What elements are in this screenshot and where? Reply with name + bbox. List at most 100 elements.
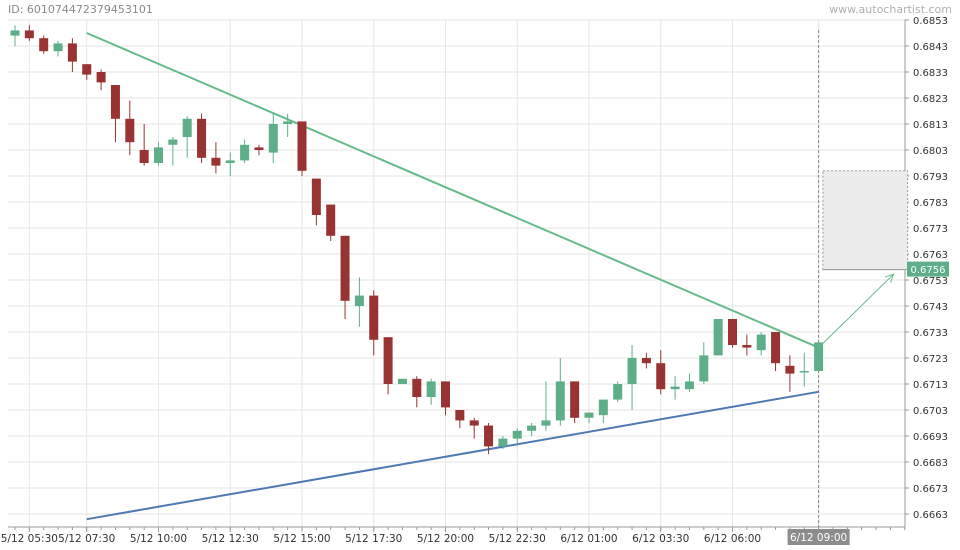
candle-body <box>756 334 766 351</box>
x-tick-label: 6/12 01:00 <box>560 533 617 545</box>
candle-body <box>240 144 250 161</box>
candle-body <box>584 412 594 418</box>
candle <box>627 345 637 410</box>
candle-body <box>283 121 293 124</box>
candle <box>326 204 336 241</box>
candle-body <box>785 365 795 374</box>
candle <box>340 235 350 319</box>
candle-body <box>211 157 221 166</box>
candle <box>742 334 752 356</box>
x-tick-label: 5/12 15:00 <box>273 533 330 545</box>
candle <box>728 319 737 348</box>
candle <box>211 142 221 174</box>
candle-body <box>484 425 494 447</box>
projection-arrow-head <box>884 273 895 283</box>
y-tick-label: 0.6743 <box>913 302 948 313</box>
candle-body <box>426 381 436 397</box>
candle <box>441 381 450 416</box>
y-tick-label: 0.6843 <box>913 42 948 53</box>
y-tick-label: 0.6793 <box>913 172 948 183</box>
axes: 0.6853 0.6843 0.6833 0.6823 0.6813 0.6803 0.67… <box>1 16 948 545</box>
x-tick-highlight-bg <box>787 529 850 545</box>
candle <box>570 381 580 423</box>
candle-body <box>254 147 264 150</box>
candle-body <box>197 118 207 158</box>
candle-body <box>154 147 163 163</box>
y-tick-label: 0.6833 <box>913 68 948 79</box>
candle <box>240 139 250 163</box>
projection-overlay: 0.6756 <box>818 170 949 348</box>
x-tick-label: 5/12 07:30 <box>58 533 115 545</box>
y-tick-label: 0.6723 <box>913 354 948 365</box>
candle-body <box>340 235 350 301</box>
candle <box>484 423 494 455</box>
candle-body <box>742 345 752 348</box>
candle <box>498 436 508 449</box>
candle <box>53 40 63 57</box>
x-tick-label: 5/12 17:30 <box>345 533 402 545</box>
y-tick-label: 0.6713 <box>913 380 948 391</box>
x-tick-label: 6/12 06:00 <box>704 533 761 545</box>
candle-body <box>598 399 608 416</box>
candle-body <box>498 438 508 447</box>
candle-body <box>570 381 580 418</box>
candle <box>10 25 20 46</box>
candle <box>455 410 465 429</box>
candle-body <box>168 139 178 145</box>
candle-body <box>96 72 106 83</box>
candle-body <box>814 342 824 371</box>
candle <box>197 113 207 163</box>
candle-body <box>82 64 92 75</box>
candle <box>96 69 106 91</box>
y-tick-label: 0.6783 <box>913 198 948 209</box>
candle-body <box>354 295 364 306</box>
candle-body <box>268 124 278 153</box>
y-tick-label: 0.6703 <box>913 406 948 417</box>
candle-body <box>383 337 393 384</box>
candle <box>283 113 293 137</box>
candle <box>613 381 623 403</box>
y-tick-label: 0.6753 <box>913 276 948 287</box>
candle <box>225 152 235 176</box>
candle <box>426 378 436 405</box>
candle-body <box>125 118 135 143</box>
candle-body <box>728 319 737 345</box>
candle <box>598 399 608 423</box>
x-tick-label: 5/12 05:30 <box>1 533 58 545</box>
candle <box>512 428 522 447</box>
candle <box>67 38 77 72</box>
y-tick-label: 0.6803 <box>913 146 948 157</box>
candle-body <box>799 371 809 373</box>
y-tick-label: 0.6763 <box>913 250 948 261</box>
y-tick-label: 0.6663 <box>913 510 948 521</box>
candle <box>110 85 120 143</box>
candle-body <box>656 363 666 390</box>
candle <box>311 178 321 226</box>
candle <box>354 277 364 327</box>
candle-body <box>670 386 680 390</box>
candle-body <box>225 160 235 163</box>
candle-body <box>627 358 637 384</box>
candle-body <box>10 30 20 36</box>
candle-body <box>397 378 407 384</box>
candle <box>771 332 781 371</box>
candle <box>756 332 766 356</box>
candle <box>814 342 824 371</box>
candle <box>125 100 135 156</box>
candle <box>656 350 666 395</box>
candle-body <box>441 381 450 408</box>
y-tick-label: 0.6813 <box>913 120 948 131</box>
candle <box>24 25 34 41</box>
y-tick-label: 0.6683 <box>913 458 948 469</box>
candles <box>10 25 824 455</box>
x-tick-label: 5/12 20:00 <box>417 533 474 545</box>
candle <box>82 64 92 80</box>
candle <box>541 381 551 431</box>
candle-body <box>555 381 565 421</box>
candle-body <box>297 121 307 171</box>
support-line <box>86 390 819 521</box>
candle-body <box>469 420 479 426</box>
candle <box>139 124 149 166</box>
candle <box>168 137 178 166</box>
